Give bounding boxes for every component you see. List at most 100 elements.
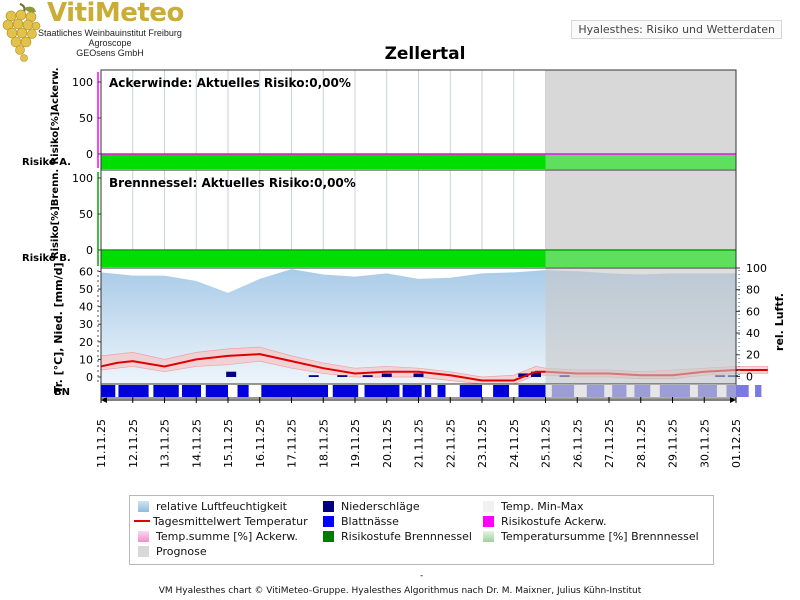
y-tick-label: 0 <box>86 148 93 161</box>
legend-item-humidity: relative Luftfeuchtigkeit <box>138 500 287 513</box>
y-tick-label-right: 0 <box>746 370 753 383</box>
y-tick-label: 50 <box>79 208 93 221</box>
legend-item-risk-brenn: Risikostufe Brennnessel <box>323 530 472 543</box>
y-tick-label: 0 <box>86 244 93 257</box>
legend-item-tempsum-brenn: Temperatursumme [%] Brennnessel <box>483 530 699 543</box>
y-tick-label-left: 60 <box>79 266 93 279</box>
x-tick-label: 23.11.25 <box>476 419 489 468</box>
leaf-wetness-bar <box>261 385 329 397</box>
x-tick-label: 11.11.25 <box>95 419 108 468</box>
legend-item-tempsum-ackerw: Temp.summe [%] Ackerw. <box>138 530 298 543</box>
x-tick-label: 28.11.25 <box>635 419 648 468</box>
y-tick-label: 100 <box>72 76 93 89</box>
legend-label: relative Luftfeuchtigkeit <box>156 500 287 513</box>
y-tick-label: 50 <box>79 112 93 125</box>
legend-label: Temp. Min-Max <box>501 500 584 513</box>
subtitle-line-3: GEOsens GmbH <box>76 48 144 58</box>
x-tick-label: 15.11.25 <box>222 419 235 468</box>
leaf-wetness-bar <box>332 385 359 397</box>
leaf-wetness-bar <box>181 385 202 397</box>
x-tick-label: 19.11.25 <box>349 419 362 468</box>
x-tick-label: 13.11.25 <box>159 419 172 468</box>
y-axis-label: Risiko[%]Brenn. <box>50 169 61 259</box>
leaf-wetness-bar <box>402 385 422 397</box>
leaf-wetness-bar <box>205 385 228 397</box>
y-axis-label-right: rel. Luftf. <box>773 293 786 351</box>
y-tick-label-right: 40 <box>746 327 760 340</box>
leaf-wetness-bar-forecast <box>726 385 749 397</box>
leaf-wetness-bar <box>459 385 482 397</box>
leaf-wetness-label: BN <box>54 387 70 398</box>
legend-label: Blattnässe <box>341 515 399 528</box>
legend-swatch <box>134 520 150 522</box>
brand-title: VitiMeteo <box>47 0 184 28</box>
y-axis-label: Risiko[%]Ackerw. <box>50 67 61 164</box>
chart-title: Zellertal <box>384 44 466 64</box>
legend-item-temp-mean: Tagesmittelwert Temperatur <box>134 515 308 528</box>
legend-swatch <box>483 516 494 527</box>
y-tick-label-left: 20 <box>79 336 93 349</box>
risk-label: Risiko A. <box>22 157 71 168</box>
grape-icon <box>2 3 41 62</box>
x-tick-label: 22.11.25 <box>444 419 457 468</box>
legend-swatch <box>138 546 149 557</box>
y-tick-label-left: 10 <box>79 353 93 366</box>
y-tick-label-left: 30 <box>79 318 93 331</box>
legend: relative Luftfeuchtigkeit Niederschläge … <box>129 495 714 565</box>
y-tick-label-left: 50 <box>79 283 93 296</box>
header-tag: Hyalesthes: Risiko und Wetterdaten <box>571 20 782 39</box>
precip-bar <box>337 375 348 377</box>
leaf-wetness-bar-forecast <box>755 385 762 397</box>
legend-label: Temp.summe [%] Ackerw. <box>156 530 298 543</box>
legend-label: Risikostufe Brennnessel <box>341 530 472 543</box>
legend-swatch <box>483 531 494 542</box>
x-tick-label: 21.11.25 <box>413 419 426 468</box>
legend-item-leaf-wetness: Blattnässe <box>323 515 399 528</box>
x-tick-label: 20.11.25 <box>381 419 394 468</box>
footer-credit: VM Hyalesthes chart © VitiMeteo-Gruppe. … <box>158 586 642 596</box>
leaf-wetness-bar <box>518 385 546 397</box>
y-tick-label-right: 60 <box>746 305 760 318</box>
x-tick-label: 29.11.25 <box>667 419 680 468</box>
precip-bar <box>226 371 237 377</box>
leaf-wetness-bar <box>437 385 446 397</box>
y-tick-label-left: 40 <box>79 301 93 314</box>
leaf-wetness-bar <box>118 385 149 397</box>
y-tick-label: 100 <box>72 172 93 185</box>
y-tick-label-left: 0 <box>86 371 93 384</box>
y-tick-label-right: 80 <box>746 284 760 297</box>
leaf-wetness-bar <box>364 385 400 397</box>
legend-item-temp-range: Temp. Min-Max <box>483 500 584 513</box>
precip-bar <box>530 371 541 377</box>
x-tick-label: 24.11.25 <box>508 419 521 468</box>
leaf-wetness-bar-forecast <box>612 385 627 397</box>
subtitle-line-1: Staatliches Weinbauinstitut Freiburg <box>38 28 182 38</box>
precip-bar <box>308 375 319 377</box>
y-tick-label-right: 20 <box>746 349 760 362</box>
x-tick-label: 16.11.25 <box>254 419 267 468</box>
legend-label: Risikostufe Ackerw. <box>501 515 607 528</box>
leaf-wetness-bar-forecast <box>634 385 651 397</box>
x-tick-label: 14.11.25 <box>190 419 203 468</box>
legend-swatch <box>323 501 334 512</box>
legend-swatch <box>138 531 149 542</box>
legend-label: Niederschläge <box>341 500 420 513</box>
x-tick-label: 25.11.25 <box>540 419 553 468</box>
leaf-wetness-bar-forecast <box>659 385 690 397</box>
risk-level-band <box>101 250 546 267</box>
brand-subtitle: Staatliches Weinbauinstitut Freiburg Agr… <box>30 28 190 58</box>
leaf-wetness-bar <box>424 385 432 397</box>
axis-arrow-right <box>730 397 736 403</box>
forecast-shade <box>545 384 736 398</box>
legend-label: Temperatursumme [%] Brennnessel <box>501 530 699 543</box>
leaf-wetness-bar <box>237 385 249 397</box>
footer-dash: - <box>420 571 424 581</box>
x-tick-label: 26.11.25 <box>571 419 584 468</box>
legend-item-risk-ackerw: Risikostufe Ackerw. <box>483 515 606 528</box>
legend-swatch <box>483 501 494 512</box>
leaf-wetness-bar <box>153 385 179 397</box>
precip-bar <box>518 373 529 377</box>
risk-level-band <box>101 154 546 169</box>
legend-label: Tagesmittelwert Temperatur <box>153 515 308 528</box>
